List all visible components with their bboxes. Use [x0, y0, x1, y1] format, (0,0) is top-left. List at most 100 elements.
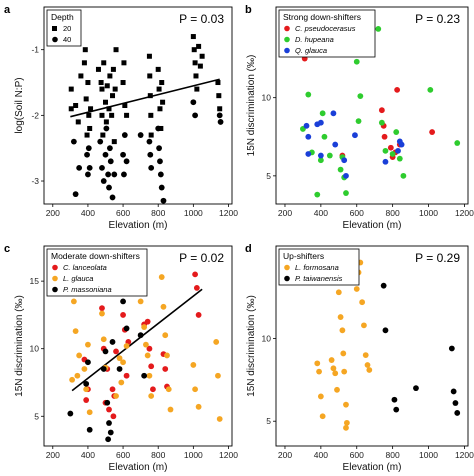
data-point-square: [112, 86, 118, 92]
data-point: [340, 350, 347, 357]
data-point: [378, 107, 385, 114]
data-point: [217, 119, 224, 125]
data-point: [156, 145, 162, 152]
data-point: [305, 91, 312, 98]
data-point: [76, 352, 83, 359]
legend-item-label: C. lanceolata: [63, 263, 107, 272]
data-point: [314, 191, 321, 198]
data-point: [105, 436, 112, 443]
data-point-square: [81, 60, 87, 66]
data-point: [100, 336, 107, 343]
x-tick-label: 400: [314, 208, 328, 218]
data-point: [83, 397, 90, 403]
data-point: [343, 401, 349, 408]
data-point: [190, 362, 197, 368]
data-point: [146, 345, 153, 352]
data-point: [155, 125, 162, 132]
data-point: [454, 140, 461, 146]
series-1: [69, 257, 223, 422]
data-point: [116, 366, 123, 372]
data-point: [343, 419, 350, 426]
data-point-square: [148, 112, 154, 118]
data-point: [387, 144, 394, 151]
data-point: [319, 110, 326, 117]
legend-item-label: D. hupeana: [295, 35, 334, 44]
data-point: [150, 386, 156, 393]
data-point: [382, 158, 389, 165]
data-point: [195, 312, 202, 318]
data-point-square: [85, 80, 91, 86]
data-point: [106, 145, 113, 152]
data-point: [326, 152, 333, 159]
plot-frame: [43, 6, 233, 205]
y-tick-label: 5: [266, 171, 271, 181]
p-value-label: P = 0.03: [179, 12, 224, 26]
data-point: [109, 194, 116, 201]
x-tick-label: 400: [81, 208, 95, 218]
legend-swatch: [284, 36, 290, 43]
panel-b: b 200 400 600 800 1000 1200 5 10 Elevation (m) 15N…: [245, 4, 474, 231]
series-2: [67, 298, 148, 443]
data-point: [102, 348, 109, 355]
data-point: [100, 366, 107, 372]
data-point: [398, 141, 405, 148]
data-point-square: [102, 99, 108, 105]
y-tick-label: 10: [262, 334, 272, 344]
data-point-square: [100, 132, 106, 138]
data-point-square: [99, 86, 105, 92]
data-point-square: [103, 119, 109, 125]
legend-item-label: L. glauca: [63, 274, 93, 283]
data-point-square: [121, 60, 127, 66]
data-point: [106, 184, 112, 191]
data-point: [147, 151, 154, 158]
x-tick-label: 600: [350, 208, 364, 218]
x-tick-label: 200: [278, 208, 292, 218]
panel-label: a: [4, 4, 11, 16]
x-tick-label: 800: [151, 208, 165, 218]
data-point: [427, 86, 434, 93]
x-tick-label: 800: [386, 208, 400, 218]
data-point: [137, 132, 144, 138]
data-point-square: [147, 93, 153, 99]
data-point: [120, 151, 126, 158]
y-tick-label: 15: [30, 276, 40, 286]
data-point: [158, 274, 165, 280]
data-point: [141, 324, 148, 330]
x-tick-label: 600: [350, 450, 364, 460]
data-point-square: [122, 103, 128, 108]
y-tick-label: 10: [30, 344, 40, 354]
data-point: [85, 145, 92, 152]
data-point: [121, 171, 127, 178]
data-point: [120, 298, 126, 305]
data-point: [343, 424, 349, 431]
data-point: [355, 118, 362, 125]
data-point: [393, 406, 400, 413]
data-point: [160, 197, 167, 204]
data-point: [389, 151, 396, 157]
data-point: [107, 158, 114, 165]
data-point-square: [191, 47, 197, 53]
y-tick-label: -3: [31, 176, 39, 186]
data-point-square: [199, 53, 205, 59]
data-point-square: [193, 73, 199, 79]
legend-box: [46, 248, 148, 297]
data-point: [164, 352, 170, 359]
data-point-square: [111, 139, 117, 145]
data-point: [144, 352, 151, 359]
series-0: [81, 271, 202, 420]
data-point: [335, 289, 342, 296]
data-point: [382, 147, 389, 154]
data-point-square: [73, 103, 79, 108]
data-point: [400, 172, 407, 179]
plot-frame: [275, 6, 469, 205]
data-point: [332, 370, 339, 377]
data-point: [382, 327, 389, 334]
data-point: [102, 151, 109, 158]
data-point-square: [216, 93, 222, 99]
x-tick-label: 200: [46, 208, 60, 218]
data-point: [146, 372, 153, 379]
x-tick-label: 1000: [419, 208, 438, 218]
data-point: [316, 368, 322, 375]
data-point: [317, 152, 324, 159]
data-point-square: [104, 83, 110, 89]
